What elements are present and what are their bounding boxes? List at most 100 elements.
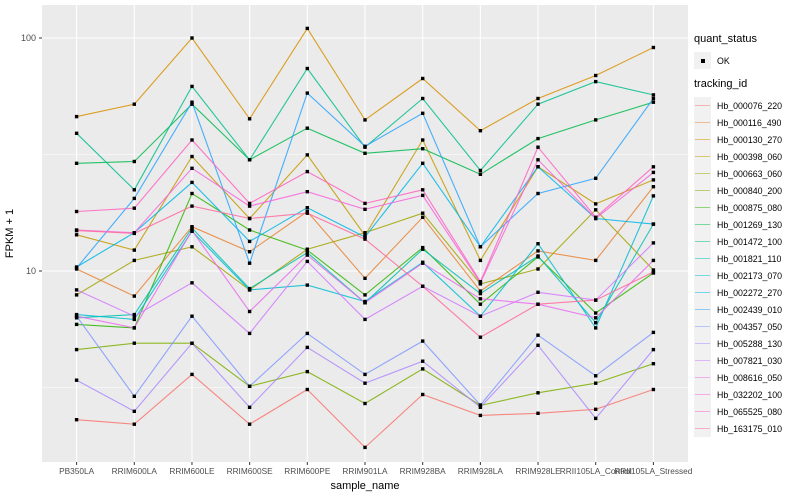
data-point (478, 129, 483, 133)
data-point (74, 293, 79, 297)
legend-key-line-icon (695, 257, 710, 260)
data-point (74, 322, 79, 327)
data-point (536, 145, 540, 149)
data-point (190, 102, 194, 106)
legend-entry-Hb_005288_130: Hb_005288_130 (694, 335, 800, 352)
data-point (651, 387, 656, 392)
legend-key-line-icon (695, 189, 710, 192)
data-point (421, 339, 425, 343)
legend-entry-ok: OK (694, 52, 800, 69)
legend-key-box (694, 335, 711, 352)
data-point (421, 111, 425, 115)
data-point (594, 321, 598, 325)
legend-entry-Hb_000130_270: Hb_000130_270 (694, 131, 800, 148)
x-tick-label: RRIM600SE (227, 466, 274, 476)
legend-entry-Hb_002173_070: Hb_002173_070 (694, 267, 800, 284)
data-point (651, 362, 656, 366)
legend-entry-Hb_032202_100: Hb_032202_100 (694, 386, 800, 403)
data-point (478, 297, 483, 301)
legend-entry-label: Hb_000076_220 (717, 100, 783, 111)
data-point (305, 26, 309, 31)
data-point (651, 222, 656, 226)
data-point (421, 138, 425, 142)
data-point (363, 207, 367, 211)
data-point (132, 206, 136, 210)
legend-entry-label: Hb_065525_080 (717, 406, 783, 417)
data-point (478, 314, 483, 318)
y-axis-title: FPKM + 1 (4, 209, 16, 258)
data-point (190, 100, 194, 104)
data-point (74, 228, 79, 233)
data-point (247, 384, 252, 388)
legend-entry-Hb_000398_060: Hb_000398_060 (694, 148, 800, 165)
data-point (536, 411, 540, 415)
data-point (247, 158, 252, 162)
data-point (74, 209, 79, 214)
legend-entry-label: Hb_004357_050 (717, 321, 783, 332)
data-point (594, 79, 598, 84)
legend-key-box (694, 420, 711, 437)
data-point (536, 102, 540, 106)
legend-title-tracking-id: tracking_id (694, 78, 748, 90)
data-point (305, 259, 309, 264)
data-point (74, 378, 79, 382)
data-point (247, 309, 252, 314)
legend-entry-Hb_000663_060: Hb_000663_060 (694, 165, 800, 182)
data-point (478, 403, 483, 407)
data-point (421, 359, 425, 363)
data-point (363, 237, 367, 241)
legend-key-line-icon (695, 393, 710, 396)
tracking-legend-entries: Hb_000076_220 Hb_000116_490 Hb_000130_270 H… (694, 97, 800, 437)
legend-key-box (694, 369, 711, 386)
legend-key-line-icon (695, 410, 710, 413)
legend-entry-label: Hb_007821_030 (717, 355, 783, 366)
data-point (305, 253, 309, 257)
data-point (74, 233, 79, 237)
legend-entry-Hb_065525_080: Hb_065525_080 (694, 403, 800, 420)
legend-key-line-icon (695, 427, 710, 430)
data-point (594, 202, 598, 206)
data-point (536, 136, 540, 141)
data-point (363, 151, 367, 155)
data-point (478, 302, 483, 306)
legend-entry-label: Hb_002173_070 (717, 270, 783, 281)
data-point (651, 165, 656, 169)
data-point (594, 416, 598, 421)
data-point (651, 194, 656, 198)
data-point (651, 45, 656, 50)
data-point (363, 276, 367, 280)
data-point (132, 294, 136, 298)
data-point (651, 347, 656, 352)
data-point (132, 314, 136, 318)
legend-entry-label: Hb_032202_100 (717, 389, 783, 400)
data-point (421, 211, 425, 215)
data-point (190, 191, 194, 196)
legend-key-box (694, 131, 711, 148)
data-point (651, 268, 656, 272)
data-point (247, 204, 252, 208)
data-point (132, 409, 136, 413)
legend-entry-label: OK (717, 55, 730, 66)
data-point (478, 258, 483, 263)
data-point (363, 445, 367, 450)
data-point (305, 331, 309, 336)
data-point (536, 290, 540, 294)
data-point (651, 96, 656, 101)
data-point (536, 249, 540, 253)
data-point (536, 302, 540, 306)
data-point (363, 372, 367, 377)
data-point (421, 96, 425, 101)
data-point (651, 270, 656, 274)
data-point (536, 391, 540, 395)
data-point (190, 281, 194, 285)
data-point (594, 73, 598, 78)
data-point (305, 190, 309, 194)
legend-entry-label: Hb_000663_060 (717, 168, 783, 179)
legend-title-quant-status: quant_status (694, 33, 757, 45)
legend-entry-Hb_000116_490: Hb_000116_490 (694, 114, 800, 131)
legend-entry-label: Hb_001821_110 (717, 253, 782, 264)
data-point (421, 261, 425, 265)
legend-entry-label: Hb_000398_060 (717, 151, 783, 162)
legend-entry-Hb_001269_130: Hb_001269_130 (694, 216, 800, 233)
